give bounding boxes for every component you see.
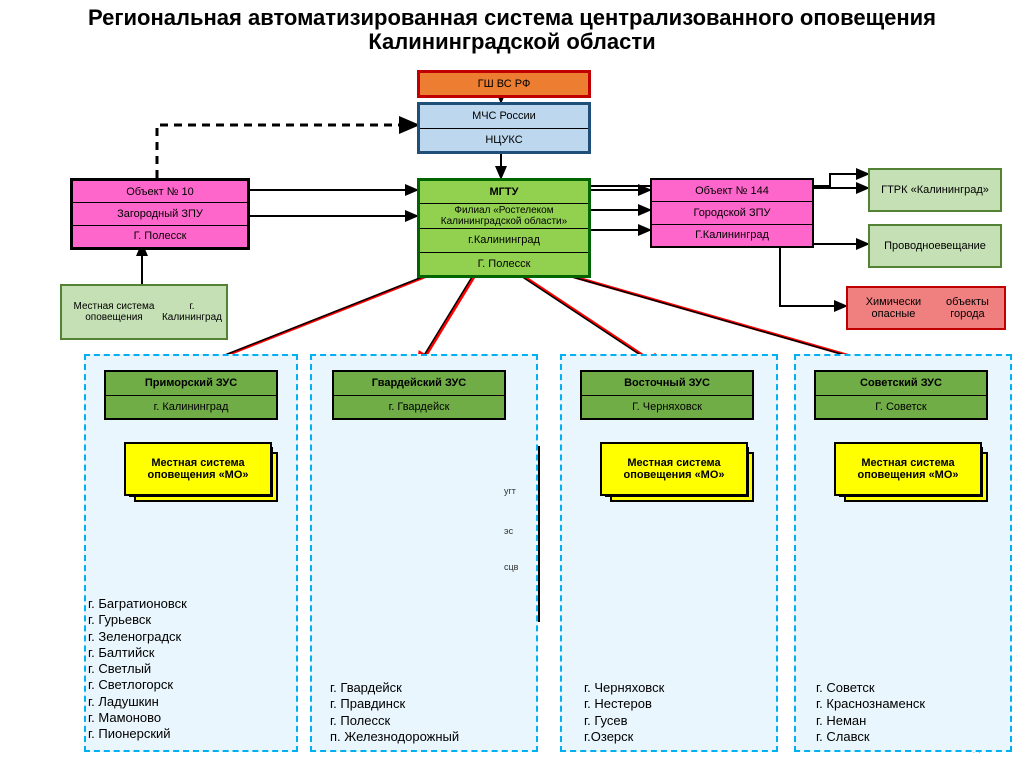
box-mgtu: МГТУ Филиал «Ростелеком Калининградской … [417,178,591,278]
mo-stack-2: Местная система оповещения «МО» [600,442,740,488]
city-list-2: г. Гвардейскг. Правдинскг. Полесскп. Жел… [330,680,459,745]
city-list-1: г. Багратионовскг. Гурьевскг. Зеленоград… [88,596,187,742]
zus-box-1: Приморский ЗУСг. Калининград [104,370,278,420]
box-gshvs: ГШ ВС РФ [417,70,591,98]
box-object-10: Объект № 10 Загородный ЗПУ Г. Полесск [70,178,250,250]
zus-box-3: Восточный ЗУСГ. Черняховск [580,370,754,420]
box-chem-hazard: Химически опасныеобъекты города [846,286,1006,330]
box-local-kaliningrad: Местная система оповещенияг. Калининград [60,284,228,340]
box-gtrk: ГТРК «Калининград» [868,168,1002,212]
city-list-3: г. Черняховскг. Нестеровг. Гусевг.Озерск [584,680,664,745]
mo-stack-3: Местная система оповещения «МО» [834,442,974,488]
city-list-4: г. Советскг. Краснознаменскг. Неманг. Сл… [816,680,925,745]
box-wire-broadcast: Проводноевещание [868,224,1002,268]
zus-box-4: Советский ЗУСГ. Советск [814,370,988,420]
mo-stack-1: Местная система оповещения «МО» [124,442,264,488]
box-mchs: МЧС России НЦУКС [417,102,591,154]
zus-box-2: Гвардейский ЗУСг. Гвардейск [332,370,506,420]
box-object-144: Объект № 144 Городской ЗПУ Г.Калининград [650,178,814,248]
